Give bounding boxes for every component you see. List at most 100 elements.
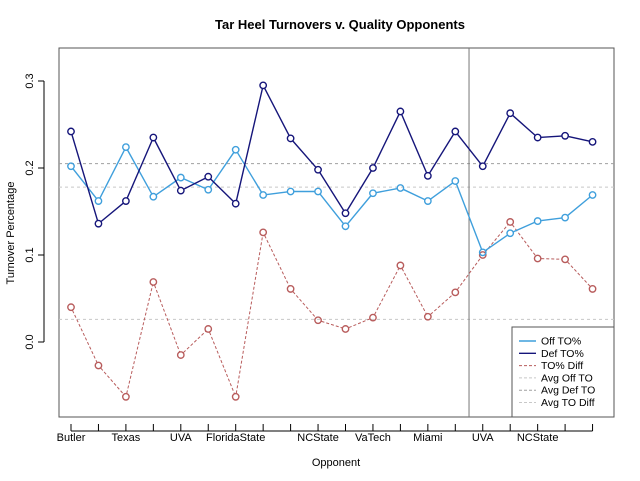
- data-point: [286, 285, 295, 293]
- legend-entry: Off TO%: [541, 336, 581, 348]
- data-point: [478, 162, 487, 171]
- series-segment: [567, 261, 591, 287]
- data-point: [423, 197, 432, 205]
- data-point: [94, 361, 103, 370]
- data-point: [67, 162, 75, 171]
- data-point: [396, 261, 405, 270]
- legend-entry: Def TO%: [541, 348, 584, 360]
- data-point: [314, 316, 322, 325]
- data-point: [396, 184, 405, 192]
- series-segment: [154, 285, 181, 352]
- data-point: [341, 325, 350, 333]
- data-point: [94, 197, 103, 205]
- series-segment: [100, 202, 124, 222]
- data-point: [176, 186, 185, 195]
- data-point: [231, 199, 240, 208]
- series-segment: [401, 268, 427, 314]
- data-point: [423, 312, 432, 321]
- x-tick-label: FloridaState: [206, 432, 265, 444]
- y-tick-label: 0.1: [24, 247, 36, 262]
- data-point: [561, 255, 569, 264]
- series-segment: [126, 285, 153, 394]
- x-tick-label: UVA: [472, 432, 494, 444]
- data-point: [533, 217, 542, 225]
- series-segment: [346, 170, 372, 211]
- data-point: [204, 172, 213, 181]
- legend-entry: Avg TO Diff: [541, 397, 595, 409]
- data-point: [588, 137, 597, 146]
- x-tick-label: Butler: [57, 432, 86, 444]
- series-segment: [457, 257, 482, 290]
- data-point: [122, 197, 130, 205]
- data-point: [396, 107, 405, 116]
- data-point: [67, 303, 75, 312]
- x-tick-label: Miami: [413, 432, 442, 444]
- data-point: [506, 229, 515, 238]
- series-segment: [99, 150, 125, 199]
- series-segment: [347, 195, 372, 224]
- series-segment: [236, 152, 262, 193]
- average-lines: [59, 163, 614, 320]
- series-segment: [541, 135, 562, 139]
- data-point: [451, 288, 460, 297]
- series-segment: [403, 188, 425, 201]
- series-segment: [210, 178, 234, 202]
- series-segment: [568, 135, 590, 142]
- data-point: [341, 209, 350, 218]
- x-tick-label: Texas: [112, 432, 141, 444]
- data-point: [176, 173, 185, 182]
- series-segment: [373, 114, 400, 166]
- series-segment: [376, 187, 397, 194]
- data-point: [588, 285, 597, 293]
- x-tick-label: VaTech: [355, 432, 391, 444]
- series-segment: [71, 134, 99, 221]
- legend-entry: TO% Diff: [541, 360, 583, 372]
- x-tick-label: NCState: [297, 432, 339, 444]
- series-segment: [100, 367, 124, 395]
- legend-entry: Avg Def TO: [541, 385, 595, 397]
- data-point: [314, 187, 322, 196]
- data-point: [259, 191, 268, 199]
- series-segment: [235, 235, 264, 394]
- data-point: [369, 164, 377, 172]
- data-point: [533, 254, 542, 263]
- series-segment: [292, 291, 317, 318]
- data-point: [204, 185, 213, 194]
- series-segment: [512, 115, 536, 136]
- data-point: [506, 109, 515, 118]
- series-segment: [264, 88, 290, 136]
- series-segment: [127, 149, 153, 194]
- data-point: [149, 278, 158, 286]
- x-tick-label: NCState: [517, 432, 559, 444]
- series-segment: [321, 320, 343, 329]
- y-axis-label: Turnover Percentage: [5, 182, 17, 285]
- series-segment: [209, 152, 235, 188]
- data-point: [286, 187, 295, 196]
- series-lines: [67, 81, 597, 401]
- data-point: [176, 351, 185, 359]
- series-segment: [264, 235, 290, 286]
- data-point: [286, 134, 295, 143]
- x-tick-label: UVA: [170, 432, 192, 444]
- data-point: [231, 392, 240, 401]
- data-point: [506, 218, 515, 226]
- data-point: [94, 219, 103, 228]
- series-segment: [235, 88, 264, 201]
- series-segment: [511, 224, 536, 256]
- data-point: [369, 313, 377, 322]
- y-tick-label: 0.0: [24, 334, 36, 349]
- data-point: [561, 131, 569, 140]
- series-segment: [455, 184, 483, 250]
- y-axis: 0.0 0.1 0.2 0.3: [24, 73, 45, 350]
- series-segment: [292, 140, 317, 168]
- series-segment: [348, 318, 370, 329]
- data-point: [259, 81, 268, 90]
- series-segment: [154, 140, 180, 188]
- series-segment: [209, 332, 235, 394]
- series-segment: [126, 140, 153, 199]
- series-segment: [456, 133, 482, 164]
- data-point: [478, 251, 487, 259]
- data-point: [259, 228, 268, 237]
- series-segment: [72, 310, 98, 363]
